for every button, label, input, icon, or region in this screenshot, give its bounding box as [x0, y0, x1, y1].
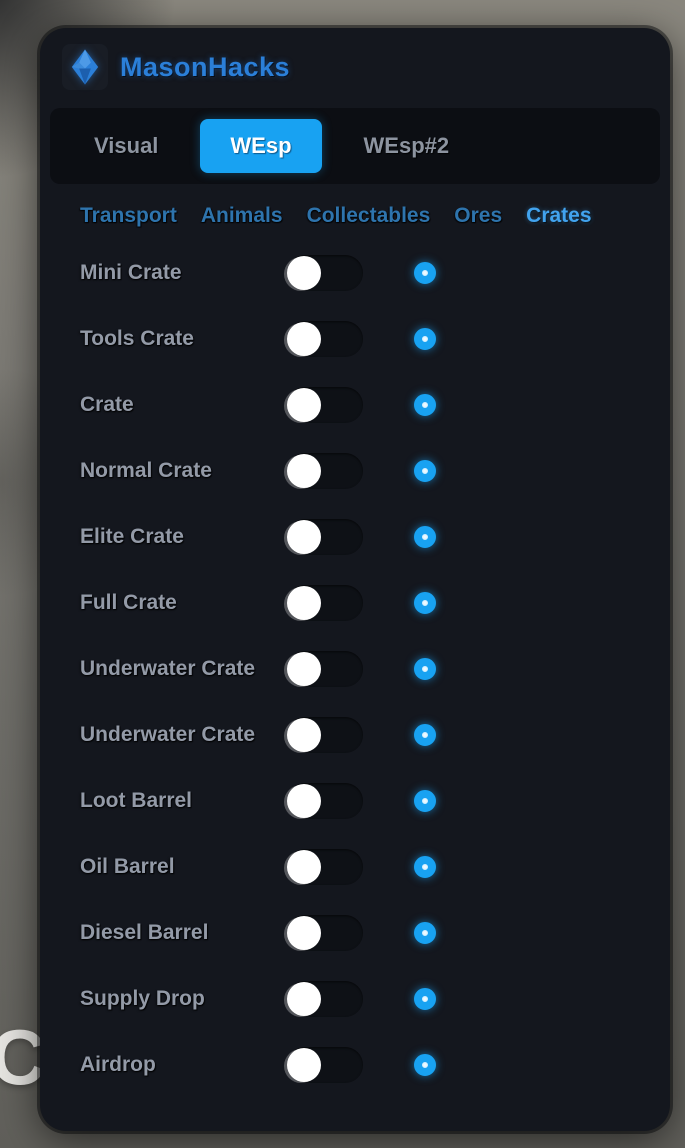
esp-row-list: Mini Crate Tools Crate Crate [40, 240, 670, 1098]
color-picker[interactable] [414, 790, 436, 812]
toggle-knob [287, 520, 321, 554]
color-picker[interactable] [414, 658, 436, 680]
esp-item-label: Elite Crate [80, 525, 184, 548]
esp-row: Elite Crate [40, 504, 670, 570]
toggle-knob [287, 1048, 321, 1082]
esp-item-label: Underwater Crate [80, 657, 256, 680]
color-picker[interactable] [414, 922, 436, 944]
color-picker[interactable] [414, 460, 436, 482]
category-tab[interactable]: Animals [200, 204, 283, 227]
esp-toggle[interactable] [287, 1047, 363, 1083]
esp-toggle[interactable] [287, 651, 363, 687]
esp-toggle[interactable] [287, 783, 363, 819]
esp-row: Underwater Crate [40, 702, 670, 768]
esp-item-label: Full Crate [80, 591, 177, 614]
esp-item-label: Tools Crate [80, 327, 194, 350]
toggle-knob [287, 388, 321, 422]
esp-item-label: Supply Drop [80, 987, 205, 1010]
esp-item-label: Oil Barrel [80, 855, 175, 878]
main-tab[interactable]: Visual [94, 133, 159, 158]
category-tab-bar: Transport Animals Collectables Ores Crat… [80, 204, 592, 228]
esp-item-label: Normal Crate [80, 459, 212, 482]
toggle-knob [287, 718, 321, 752]
color-picker[interactable] [414, 592, 436, 614]
esp-item-label: Loot Barrel [80, 789, 193, 812]
toggle-knob [287, 982, 321, 1016]
esp-row: Supply Drop [40, 966, 670, 1032]
esp-row: Normal Crate [40, 438, 670, 504]
esp-toggle[interactable] [287, 849, 363, 885]
esp-item-label: Diesel Barrel [80, 921, 209, 944]
esp-toggle[interactable] [287, 717, 363, 753]
esp-row: Oil Barrel [40, 834, 670, 900]
esp-toggle[interactable] [287, 321, 363, 357]
toggle-knob [287, 256, 321, 290]
toggle-knob [287, 850, 321, 884]
esp-toggle[interactable] [287, 915, 363, 951]
app-title: MasonHacks [120, 51, 291, 82]
color-picker[interactable] [414, 394, 436, 416]
main-tab[interactable]: WEsp#2 [363, 133, 450, 158]
color-picker[interactable] [414, 262, 436, 284]
category-tab[interactable]: Transport [80, 204, 177, 227]
toggle-knob [287, 916, 321, 950]
esp-row: Airdrop [40, 1032, 670, 1098]
toggle-knob [287, 322, 321, 356]
esp-row: Diesel Barrel [40, 900, 670, 966]
esp-item-label: Underwater Crate [80, 723, 256, 746]
category-tab[interactable]: Ores [454, 204, 503, 227]
esp-row: Full Crate [40, 570, 670, 636]
gem-icon [62, 44, 108, 90]
color-picker[interactable] [414, 526, 436, 548]
esp-item-label: Crate [80, 393, 134, 416]
category-tab[interactable]: Crates [526, 204, 592, 227]
esp-item-label: Airdrop [80, 1053, 156, 1076]
esp-row: Crate [40, 372, 670, 438]
esp-item-label: Mini Crate [80, 261, 182, 284]
panel-header: MasonHacks [62, 44, 290, 90]
esp-toggle[interactable] [287, 585, 363, 621]
esp-toggle[interactable] [287, 453, 363, 489]
color-picker[interactable] [414, 856, 436, 878]
color-picker[interactable] [414, 724, 436, 746]
esp-row: Loot Barrel [40, 768, 670, 834]
esp-row: Tools Crate [40, 306, 670, 372]
esp-row: Underwater Crate [40, 636, 670, 702]
toggle-knob [287, 784, 321, 818]
color-picker[interactable] [414, 988, 436, 1010]
esp-toggle[interactable] [287, 255, 363, 291]
main-tab-bar: Visual WEsp WEsp#2 [50, 108, 660, 184]
esp-toggle[interactable] [287, 387, 363, 423]
color-picker[interactable] [414, 328, 436, 350]
toggle-knob [287, 586, 321, 620]
toggle-knob [287, 652, 321, 686]
main-tab[interactable]: WEsp [200, 119, 322, 173]
esp-row: Mini Crate [40, 240, 670, 306]
esp-toggle[interactable] [287, 519, 363, 555]
color-picker[interactable] [414, 1054, 436, 1076]
masonhacks-panel: MasonHacks Visual WEsp WEsp#2 Transport … [40, 28, 670, 1131]
toggle-knob [287, 454, 321, 488]
esp-toggle[interactable] [287, 981, 363, 1017]
category-tab[interactable]: Collectables [306, 204, 431, 227]
